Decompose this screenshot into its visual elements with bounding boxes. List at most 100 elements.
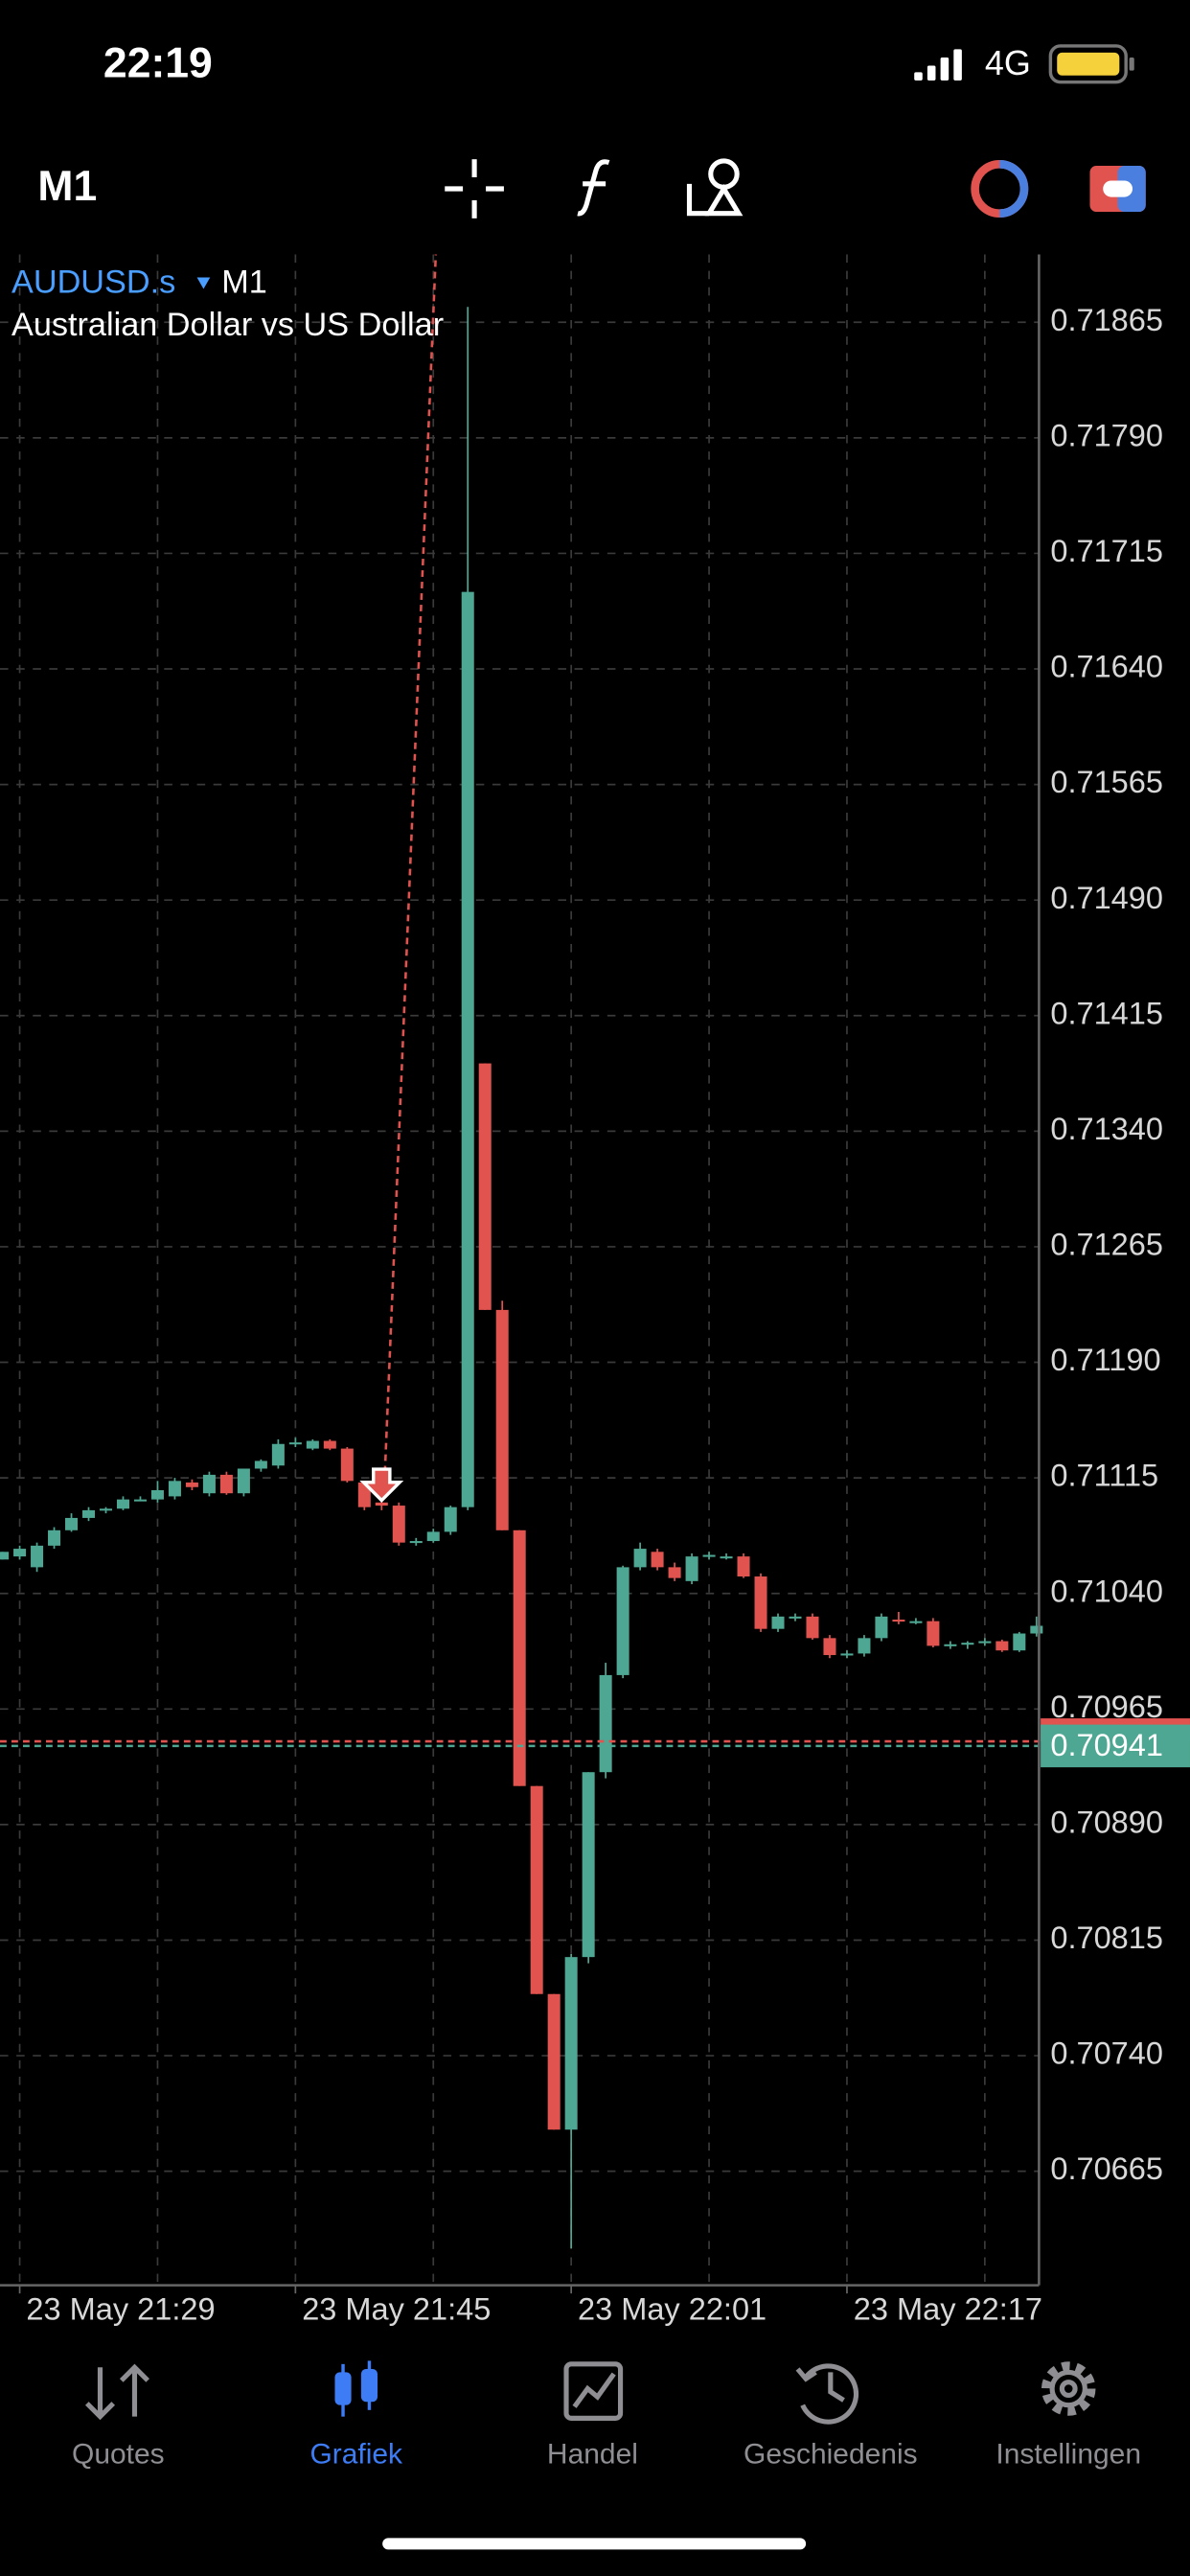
history-icon[interactable] bbox=[795, 2363, 859, 2425]
y-tick-label: 0.71265 bbox=[1050, 1228, 1163, 1262]
candle-body bbox=[823, 1638, 836, 1656]
candle-body bbox=[685, 1556, 698, 1581]
y-tick-label: 0.71040 bbox=[1050, 1574, 1163, 1608]
y-tick-label: 0.70815 bbox=[1050, 1920, 1163, 1955]
candle-body bbox=[651, 1552, 664, 1568]
tab-label[interactable]: Handel bbox=[547, 2439, 638, 2471]
tab-label[interactable]: Grafiek bbox=[309, 2439, 403, 2471]
candle-body bbox=[31, 1545, 44, 1568]
trade-icon[interactable] bbox=[563, 2361, 624, 2421]
settings-icon[interactable] bbox=[1041, 2361, 1096, 2416]
y-tick-label: 0.71715 bbox=[1050, 534, 1163, 568]
timeframe-button[interactable]: M1 bbox=[37, 163, 97, 210]
candle-body bbox=[806, 1616, 819, 1639]
candle-body bbox=[99, 1508, 113, 1511]
candle-body bbox=[582, 1772, 595, 1958]
candle-body bbox=[306, 1440, 319, 1449]
candle-body bbox=[720, 1556, 733, 1559]
candle-body bbox=[168, 1481, 181, 1497]
x-tick-label: 23 May 21:45 bbox=[302, 2292, 491, 2327]
signal-icon bbox=[914, 49, 962, 80]
y-tick-label: 0.71790 bbox=[1050, 418, 1163, 452]
candle-body bbox=[513, 1530, 526, 1786]
candle-body bbox=[409, 1541, 423, 1544]
status-time: 22:19 bbox=[103, 39, 213, 86]
tab-label[interactable]: Instellingen bbox=[995, 2439, 1141, 2471]
sell-marker bbox=[359, 1467, 404, 1504]
trade-button[interactable] bbox=[1089, 166, 1146, 212]
chart-title: Australian Dollar vs US Dollar bbox=[11, 307, 444, 343]
y-tick-label: 0.71415 bbox=[1050, 996, 1163, 1030]
tab-bar: Quotes Grafiek Handel Geschiedenis Inste… bbox=[72, 2360, 1141, 2471]
x-tick-label: 23 May 22:17 bbox=[854, 2292, 1042, 2327]
symbol-dropdown-icon[interactable] bbox=[196, 277, 211, 289]
candle-body bbox=[789, 1616, 802, 1619]
candle-body bbox=[875, 1616, 888, 1639]
candle-body bbox=[357, 1482, 371, 1507]
candle-body bbox=[840, 1653, 854, 1656]
candle-body bbox=[133, 1499, 147, 1502]
objects-button[interactable] bbox=[686, 158, 744, 217]
candle-body bbox=[754, 1576, 767, 1629]
tab-label[interactable]: Geschiedenis bbox=[744, 2439, 918, 2471]
y-tick-label: 0.70740 bbox=[1050, 2036, 1163, 2071]
candle-body bbox=[1030, 1625, 1043, 1634]
candle-body bbox=[668, 1567, 681, 1578]
y-tick-label: 0.70965 bbox=[1050, 1690, 1163, 1724]
candle-body bbox=[0, 1552, 10, 1560]
candle-body bbox=[702, 1554, 716, 1557]
candle-body bbox=[495, 1309, 509, 1530]
candle-body bbox=[771, 1616, 785, 1629]
candle-body bbox=[150, 1489, 164, 1500]
y-tick-label: 0.70665 bbox=[1050, 2151, 1163, 2186]
y-tick-label: 0.70890 bbox=[1050, 1805, 1163, 1839]
one-click-button[interactable] bbox=[971, 160, 1029, 218]
candle-body bbox=[82, 1509, 96, 1518]
chart-timeframe: M1 bbox=[221, 264, 267, 300]
candle-body bbox=[616, 1567, 629, 1675]
candle-body bbox=[323, 1440, 336, 1449]
candle-body bbox=[65, 1517, 79, 1530]
symbol-label[interactable]: AUDUSD.s bbox=[11, 264, 175, 300]
candle-body bbox=[978, 1641, 992, 1644]
candle-body bbox=[909, 1621, 923, 1623]
candle-body bbox=[892, 1620, 905, 1622]
y-tick-label: 0.71190 bbox=[1050, 1343, 1160, 1377]
candle-body bbox=[995, 1641, 1009, 1651]
plot-area[interactable] bbox=[0, 254, 1043, 2294]
candle-body bbox=[392, 1506, 405, 1543]
candle-body bbox=[375, 1502, 388, 1506]
candle-body bbox=[858, 1638, 871, 1654]
y-tick-label: 0.71340 bbox=[1050, 1112, 1163, 1146]
candle-body bbox=[564, 1957, 578, 2130]
y-tick-label: 0.71640 bbox=[1050, 650, 1163, 684]
y-tick-label: 0.71565 bbox=[1050, 765, 1163, 799]
candle-body bbox=[944, 1644, 957, 1646]
candle-body bbox=[737, 1556, 750, 1577]
candle-body bbox=[288, 1442, 302, 1445]
candle-body bbox=[599, 1674, 612, 1773]
indicators-button[interactable] bbox=[577, 159, 610, 217]
network-label: 4G bbox=[985, 43, 1031, 82]
tab-label[interactable]: Quotes bbox=[72, 2439, 165, 2471]
candle-body bbox=[444, 1506, 457, 1532]
candle-body bbox=[633, 1549, 647, 1568]
home-indicator bbox=[382, 2538, 807, 2550]
chart-icon[interactable] bbox=[334, 2360, 378, 2417]
candle-body bbox=[426, 1531, 440, 1542]
candle-body bbox=[961, 1643, 974, 1645]
candle-body bbox=[530, 1785, 543, 1994]
crosshair-button[interactable] bbox=[445, 159, 504, 218]
candle-body bbox=[340, 1448, 354, 1482]
candle-body bbox=[254, 1460, 267, 1469]
candle-body bbox=[185, 1482, 198, 1487]
candle-body bbox=[13, 1549, 27, 1557]
candle-body bbox=[202, 1474, 216, 1494]
candle-body bbox=[478, 1063, 492, 1310]
y-tick-label: 0.71115 bbox=[1050, 1459, 1158, 1493]
candle-body bbox=[116, 1499, 129, 1509]
quotes-icon[interactable] bbox=[84, 2363, 150, 2421]
trade-line bbox=[383, 254, 438, 1473]
